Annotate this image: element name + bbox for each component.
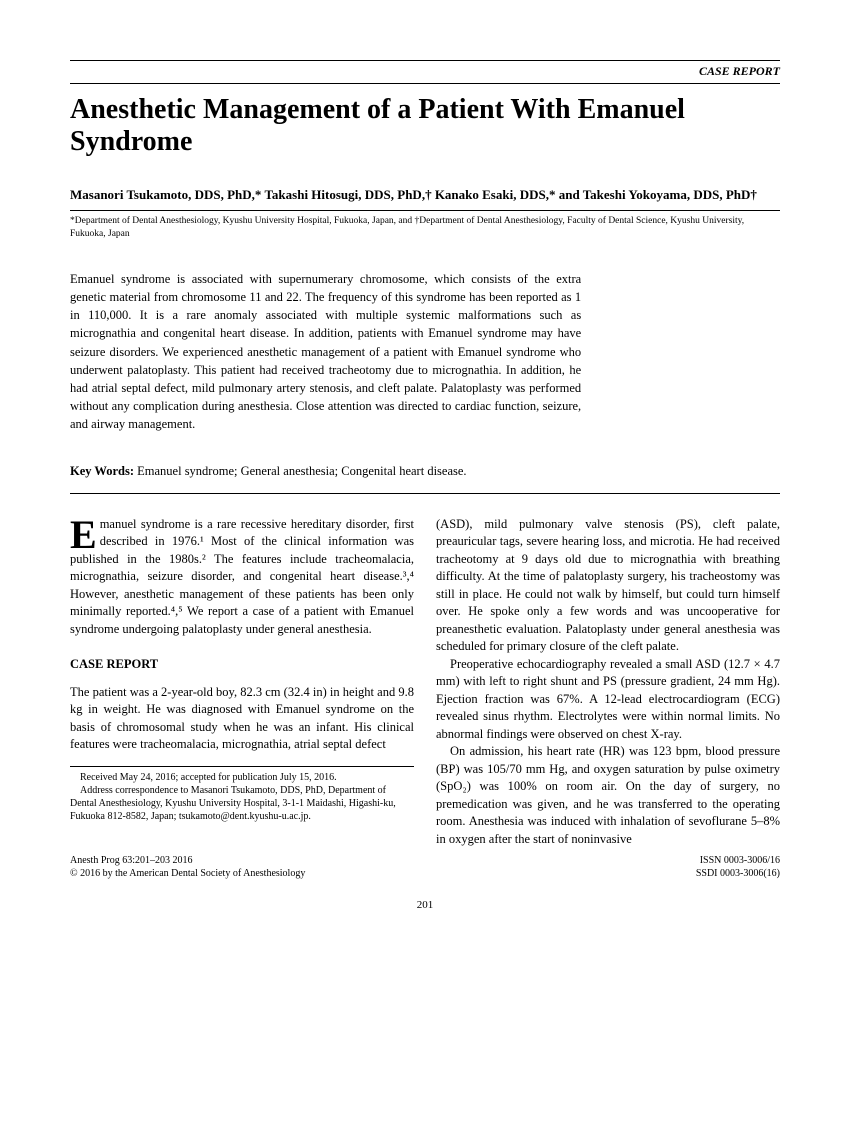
affiliations: *Department of Dental Anesthesiology, Ky…	[70, 215, 780, 240]
case-report-label: CASE REPORT	[70, 63, 780, 84]
page-number: 201	[70, 898, 780, 913]
column-left: Emanuel syndrome is a rare recessive her…	[70, 516, 414, 849]
col2-p3: On admission, his heart rate (HR) was 12…	[436, 743, 780, 848]
column-right: (ASD), mild pulmonary valve stenosis (PS…	[436, 516, 780, 849]
received-date: Received May 24, 2016; accepted for publ…	[70, 771, 414, 784]
section-heading: CASE REPORT	[70, 656, 414, 674]
footer-right: ISSN 0003-3006/16 SSDI 0003-3006(16)	[696, 854, 780, 880]
keywords-block: Key Words: Emanuel syndrome; General ane…	[70, 463, 780, 494]
intro-paragraph: Emanuel syndrome is a rare recessive her…	[70, 516, 414, 639]
keywords-text: Emanuel syndrome; General anesthesia; Co…	[137, 464, 466, 478]
article-title: Anesthetic Management of a Patient With …	[70, 94, 780, 158]
copyright: © 2016 by the American Dental Society of…	[70, 867, 305, 880]
dropcap: E	[70, 516, 100, 551]
authors: Masanori Tsukamoto, DDS, PhD,* Takashi H…	[70, 186, 780, 211]
journal-citation: Anesth Prog 63:201–203 2016	[70, 854, 305, 867]
ssdi: SSDI 0003-3006(16)	[696, 867, 780, 880]
body-columns: Emanuel syndrome is a rare recessive her…	[70, 516, 780, 849]
footer: Anesth Prog 63:201–203 2016 © 2016 by th…	[70, 854, 780, 880]
intro-text: manuel syndrome is a rare recessive here…	[70, 517, 414, 636]
footer-left: Anesth Prog 63:201–203 2016 © 2016 by th…	[70, 854, 305, 880]
top-rule	[70, 60, 780, 61]
abstract: Emanuel syndrome is associated with supe…	[70, 270, 581, 433]
correspondence: Address correspondence to Masanori Tsuka…	[70, 784, 414, 823]
keywords-label: Key Words:	[70, 464, 134, 478]
issn: ISSN 0003-3006/16	[696, 854, 780, 867]
col2-p1: (ASD), mild pulmonary valve stenosis (PS…	[436, 516, 780, 656]
case-report-p1: The patient was a 2-year-old boy, 82.3 c…	[70, 684, 414, 754]
col2-p2: Preoperative echocardiography revealed a…	[436, 656, 780, 744]
received-block: Received May 24, 2016; accepted for publ…	[70, 766, 414, 823]
